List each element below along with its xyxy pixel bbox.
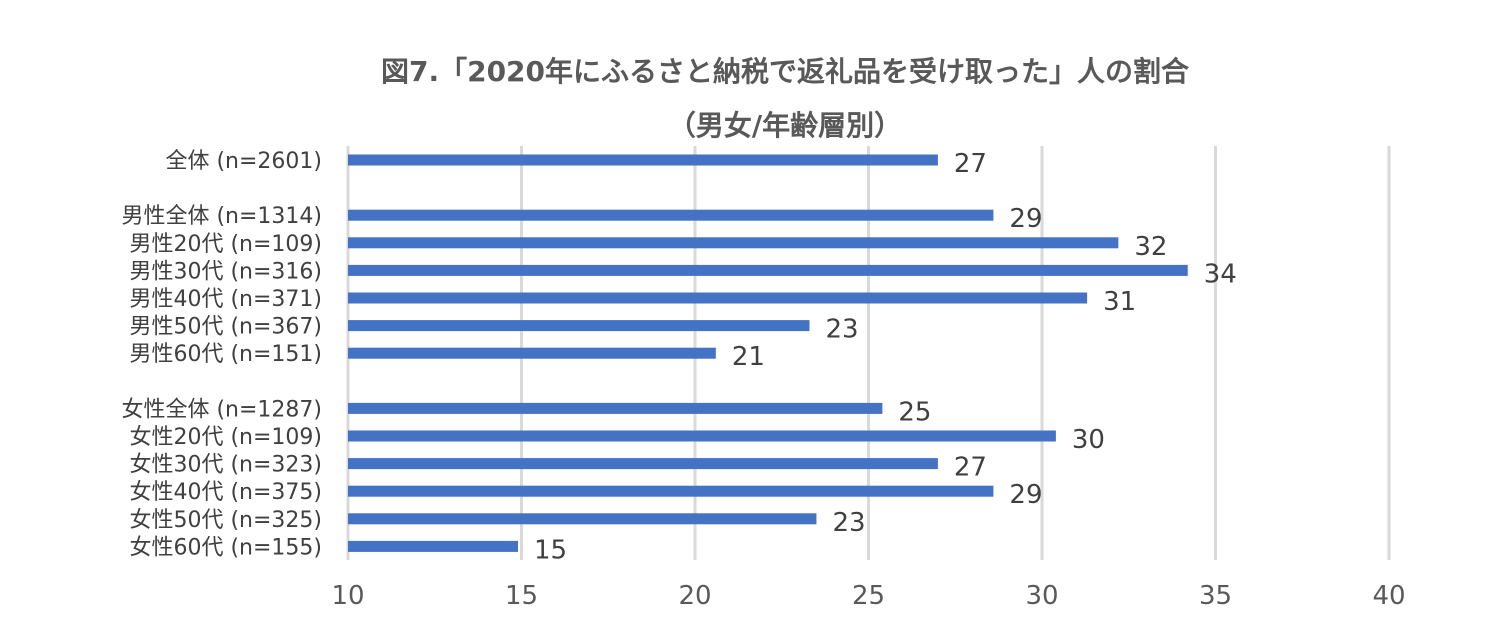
x-tick-label: 30 bbox=[1025, 581, 1058, 611]
x-tick-label: 15 bbox=[505, 581, 538, 611]
category-label: 男性40代 (n=371) bbox=[129, 287, 322, 312]
chart-title: 図7.「2020年にふるさと納税で返礼品を受け取った」人の割合 bbox=[380, 55, 1190, 88]
data-label: 25 bbox=[898, 397, 931, 427]
x-tick-label: 25 bbox=[852, 581, 885, 611]
category-label: 女性50代 (n=325) bbox=[129, 508, 322, 533]
x-tick-label: 35 bbox=[1199, 581, 1232, 611]
bar bbox=[348, 485, 994, 497]
data-label: 29 bbox=[1009, 204, 1042, 234]
bar bbox=[348, 209, 994, 221]
data-label: 23 bbox=[826, 315, 859, 345]
category-label: 全体 (n=2601) bbox=[165, 149, 322, 174]
bar bbox=[348, 154, 938, 166]
chart-subtitle: （男女/年齢層別） bbox=[667, 109, 903, 142]
category-label: 男性30代 (n=316) bbox=[129, 259, 322, 284]
data-label: 34 bbox=[1204, 259, 1237, 289]
data-label: 30 bbox=[1072, 425, 1105, 455]
bar bbox=[348, 402, 883, 414]
x-tick-label: 10 bbox=[331, 581, 364, 611]
category-label: 女性40代 (n=375) bbox=[129, 480, 322, 505]
category-label: 男性50代 (n=367) bbox=[129, 315, 322, 340]
category-label: 男性60代 (n=151) bbox=[129, 342, 322, 367]
data-label: 21 bbox=[732, 342, 765, 372]
category-label: 男性20代 (n=109) bbox=[129, 232, 322, 257]
x-tick-label: 20 bbox=[678, 581, 711, 611]
category-label: 女性全体 (n=1287) bbox=[121, 397, 322, 422]
bar bbox=[348, 320, 810, 332]
category-label: 男性全体 (n=1314) bbox=[121, 204, 322, 229]
category-label: 女性30代 (n=323) bbox=[129, 453, 322, 478]
bar bbox=[348, 347, 716, 359]
bar bbox=[348, 513, 817, 525]
data-label: 15 bbox=[534, 535, 567, 565]
data-label: 27 bbox=[954, 453, 987, 483]
data-label: 32 bbox=[1134, 232, 1167, 262]
bar bbox=[348, 237, 1119, 249]
bar bbox=[348, 264, 1188, 276]
x-tick-label: 40 bbox=[1372, 581, 1405, 611]
bar bbox=[348, 458, 938, 470]
data-label: 23 bbox=[832, 508, 865, 538]
bar bbox=[348, 540, 519, 552]
data-label: 27 bbox=[954, 149, 987, 179]
data-label: 29 bbox=[1009, 480, 1042, 510]
category-label: 女性20代 (n=109) bbox=[129, 425, 322, 450]
data-label: 31 bbox=[1103, 287, 1136, 317]
bar bbox=[348, 430, 1056, 442]
category-label: 女性60代 (n=155) bbox=[129, 535, 322, 560]
bar bbox=[348, 292, 1088, 304]
